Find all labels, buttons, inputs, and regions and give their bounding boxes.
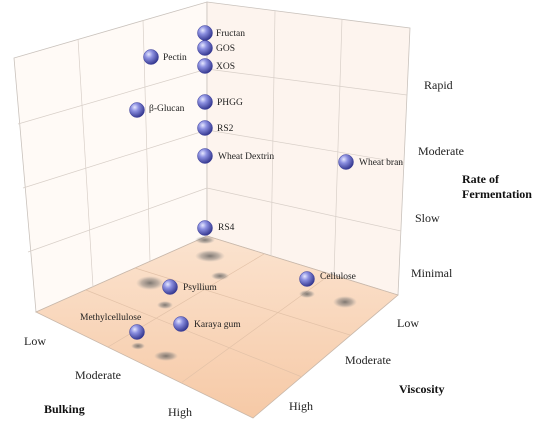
data-point-label: Pectin — [163, 53, 187, 63]
tick-fermentation-moderate: Moderate — [418, 144, 464, 158]
data-point-label: PHGG — [217, 98, 243, 108]
data-point-label: GOS — [216, 44, 235, 54]
data-point-sphere — [162, 279, 178, 295]
data-point-sphere — [197, 40, 213, 56]
data-point: PHGG — [197, 94, 243, 110]
data-point: Wheat bran — [338, 154, 403, 170]
point-shadow — [333, 296, 357, 308]
tick-fermentation-slow: Slow — [415, 211, 440, 225]
data-point-label: Wheat bran — [359, 158, 403, 168]
data-point-label: Methylcellulose — [80, 313, 141, 323]
tick-bulking-high: High — [168, 405, 192, 419]
data-point: GOS — [197, 40, 235, 56]
data-point: Methylcellulose — [80, 313, 145, 340]
tick-viscosity-low: Low — [397, 316, 419, 330]
data-point-sphere — [197, 148, 213, 164]
data-point: RS4 — [197, 220, 235, 236]
axis-title-viscosity: Viscosity — [399, 382, 445, 396]
axis-title-bulking: Bulking — [44, 402, 85, 416]
data-point-sphere — [129, 102, 145, 118]
tick-bulking-low: Low — [24, 334, 46, 348]
point-shadows — [131, 236, 357, 361]
data-point-sphere — [197, 120, 213, 136]
point-shadow — [154, 351, 178, 361]
data-point: Pectin — [143, 49, 187, 65]
data-point-label: Fructan — [216, 29, 245, 39]
data-point-label: Karaya gum — [194, 320, 241, 330]
tick-fermentation-rapid: Rapid — [424, 78, 453, 92]
data-point-label: RS2 — [217, 124, 234, 134]
data-point-sphere — [129, 324, 145, 340]
axis-title-fermentation-line2: Fermentation — [462, 187, 532, 201]
tick-fermentation-minimal: Minimal — [411, 266, 453, 280]
data-point-sphere — [173, 316, 189, 332]
data-point: β-Glucan — [129, 102, 185, 118]
point-shadow — [131, 342, 145, 350]
data-point-sphere — [197, 94, 213, 110]
data-point-label: XOS — [216, 62, 235, 72]
data-point-sphere — [338, 154, 354, 170]
data-point-sphere — [143, 49, 159, 65]
data-point-label: Wheat Dextrin — [218, 152, 274, 162]
data-point-label: β-Glucan — [149, 104, 185, 114]
point-shadow — [211, 272, 229, 280]
data-point-sphere — [299, 271, 315, 287]
point-shadow — [157, 301, 173, 309]
axis-title-fermentation-line1: Rate of — [462, 172, 500, 186]
data-point: Wheat Dextrin — [197, 148, 274, 164]
data-point: XOS — [197, 58, 235, 74]
data-point-sphere — [197, 25, 213, 41]
data-point: Psyllium — [162, 279, 217, 295]
data-point-sphere — [197, 58, 213, 74]
data-point-sphere — [197, 220, 213, 236]
data-point: Cellulose — [299, 271, 356, 287]
point-shadow — [299, 290, 315, 298]
point-shadow — [195, 236, 215, 244]
tick-viscosity-high: High — [289, 399, 313, 413]
tick-bulking-moderate: Moderate — [75, 368, 121, 382]
point-shadow — [195, 250, 225, 262]
tick-viscosity-moderate: Moderate — [345, 353, 391, 367]
point-shadow — [136, 276, 164, 290]
data-point-label: RS4 — [218, 223, 235, 233]
data-point-label: Cellulose — [320, 272, 356, 282]
data-point-label: Psyllium — [183, 283, 217, 293]
data-points: Fructan GOS XOS Pectin β-Glucan PHGG RS2 Wheat … — [80, 25, 403, 340]
data-point: Karaya gum — [173, 316, 241, 332]
data-point: RS2 — [197, 120, 234, 136]
